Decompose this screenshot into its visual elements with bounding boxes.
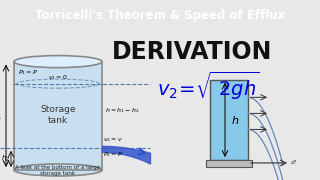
Ellipse shape — [14, 56, 102, 68]
Text: $v_2\!=\!\sqrt{\ 2gh}$: $v_2\!=\!\sqrt{\ 2gh}$ — [157, 70, 260, 102]
Ellipse shape — [17, 79, 99, 88]
Text: $P_2=P$: $P_2=P$ — [103, 150, 123, 159]
Text: tank: tank — [48, 116, 68, 125]
Bar — [14, 62, 102, 170]
Ellipse shape — [14, 164, 102, 176]
Text: DERIVATION: DERIVATION — [112, 40, 272, 64]
Text: $P_1=P$: $P_1=P$ — [18, 68, 38, 77]
Text: Storage: Storage — [40, 105, 76, 114]
Text: $h=h_1-h_2$: $h=h_1-h_2$ — [105, 106, 140, 115]
Bar — [210, 80, 248, 160]
Text: $v_1=0$: $v_1=0$ — [48, 73, 68, 82]
Text: Torricelli's Theorem & Speed of Efflux: Torricelli's Theorem & Speed of Efflux — [35, 9, 285, 22]
Bar — [206, 160, 252, 167]
Text: $h_2$: $h_2$ — [1, 154, 10, 164]
Text: A leak at the bottom of a large
storage tank: A leak at the bottom of a large storage … — [15, 165, 100, 176]
Text: $h$: $h$ — [231, 114, 239, 126]
Text: z?: z? — [291, 160, 298, 165]
Text: $h_1$: $h_1$ — [0, 110, 3, 122]
Text: $v_2=v$: $v_2=v$ — [103, 136, 123, 144]
